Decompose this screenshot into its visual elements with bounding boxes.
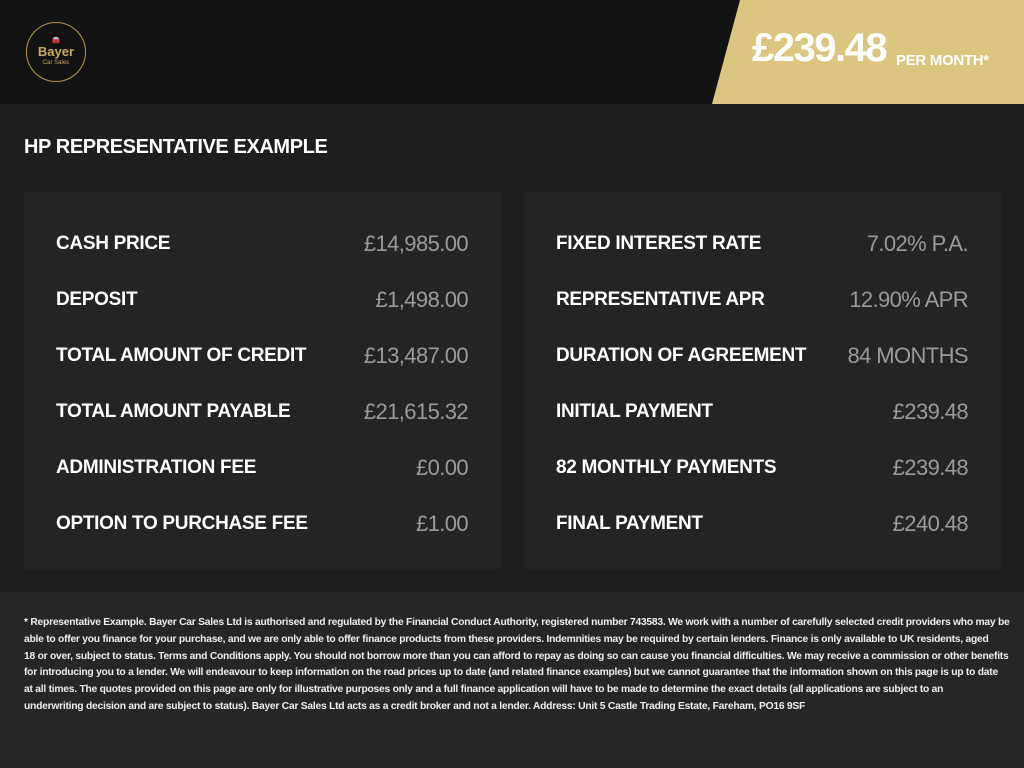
row-value: 12.90% APR bbox=[849, 287, 968, 312]
row-value: £21,615.32 bbox=[363, 399, 469, 424]
row-label: OPTION TO PURCHASE FEE bbox=[56, 513, 308, 534]
finance-row: DURATION OF AGREEMENT 84 MONTHS bbox=[556, 341, 969, 371]
brand-logo[interactable]: 🚘 Bayer Car Sales bbox=[26, 22, 86, 82]
row-label: FINAL PAYMENT bbox=[556, 513, 703, 534]
brand-subtitle: Car Sales bbox=[42, 60, 70, 66]
finance-row: INITIAL PAYMENT £239.48 bbox=[556, 397, 969, 427]
row-value: £13,487.00 bbox=[363, 343, 469, 368]
finance-row: FINAL PAYMENT £240.48 bbox=[556, 509, 969, 539]
row-label: REPRESENTATIVE APR bbox=[556, 289, 765, 310]
monthly-price: £239.48 bbox=[752, 26, 888, 70]
finance-row: REPRESENTATIVE APR 12.90% APR bbox=[556, 285, 969, 315]
price-banner bbox=[712, 0, 1024, 104]
row-label: CASH PRICE bbox=[56, 233, 171, 254]
disclaimer: * Representative Example. Bayer Car Sale… bbox=[24, 615, 1010, 716]
disclaimer-line: able to offer you finance for your purch… bbox=[24, 633, 989, 645]
row-value: 7.02% P.A. bbox=[866, 231, 969, 256]
finance-row: ADMINISTRATION FEE £0.00 bbox=[56, 453, 469, 483]
brand-name: Bayer bbox=[37, 44, 75, 59]
finance-row: TOTAL AMOUNT OF CREDIT £13,487.00 bbox=[56, 341, 469, 371]
row-label: TOTAL AMOUNT PAYABLE bbox=[56, 401, 291, 422]
section-title: HP REPRESENTATIVE EXAMPLE bbox=[24, 136, 328, 158]
row-value: £1.00 bbox=[415, 511, 469, 536]
row-label: DURATION OF AGREEMENT bbox=[556, 345, 807, 366]
per-month-label: PER MONTH* bbox=[896, 52, 989, 69]
disclaimer-line: * Representative Example. Bayer Car Sale… bbox=[24, 617, 1010, 628]
row-label: 82 MONTHLY PAYMENTS bbox=[556, 457, 777, 478]
row-value: £1,498.00 bbox=[375, 287, 469, 312]
car-icon: 🚘 bbox=[51, 37, 61, 44]
disclaimer-line: at all times. The quotes provided on thi… bbox=[24, 684, 944, 696]
disclaimer-line: for introducing you to a lender. We will… bbox=[24, 667, 998, 679]
finance-panel-left: CASH PRICE £14,985.00 DEPOSIT £1,498.00 TO… bbox=[24, 192, 501, 569]
finance-row: CASH PRICE £14,985.00 bbox=[56, 229, 469, 259]
disclaimer-line: 18 or over, subject to status. Terms and… bbox=[24, 650, 1009, 662]
finance-row: TOTAL AMOUNT PAYABLE £21,615.32 bbox=[56, 397, 469, 427]
row-value: £0.00 bbox=[415, 455, 469, 480]
row-label: INITIAL PAYMENT bbox=[556, 401, 713, 422]
finance-row: DEPOSIT £1,498.00 bbox=[56, 285, 469, 315]
row-label: DEPOSIT bbox=[56, 289, 138, 310]
row-value: £14,985.00 bbox=[363, 231, 469, 256]
row-label: FIXED INTEREST RATE bbox=[556, 233, 762, 254]
footer bbox=[0, 592, 1024, 768]
finance-row: 82 MONTHLY PAYMENTS £239.48 bbox=[556, 453, 969, 483]
row-label: ADMINISTRATION FEE bbox=[56, 457, 257, 478]
finance-row: FIXED INTEREST RATE 7.02% P.A. bbox=[556, 229, 969, 259]
finance-row: OPTION TO PURCHASE FEE £1.00 bbox=[56, 509, 469, 539]
row-value: 84 MONTHS bbox=[847, 343, 968, 368]
row-value: £239.48 bbox=[892, 399, 969, 424]
finance-panel-right: FIXED INTEREST RATE 7.02% P.A. REPRESENTA… bbox=[524, 192, 1001, 569]
disclaimer-line: underwriting decision and are subject to… bbox=[24, 700, 806, 712]
header: 🚘 Bayer Car Sales £239.48 PER MONTH* bbox=[0, 0, 1024, 104]
row-value: £239.48 bbox=[892, 455, 969, 480]
row-value: £240.48 bbox=[892, 511, 969, 536]
row-label: TOTAL AMOUNT OF CREDIT bbox=[56, 345, 307, 366]
